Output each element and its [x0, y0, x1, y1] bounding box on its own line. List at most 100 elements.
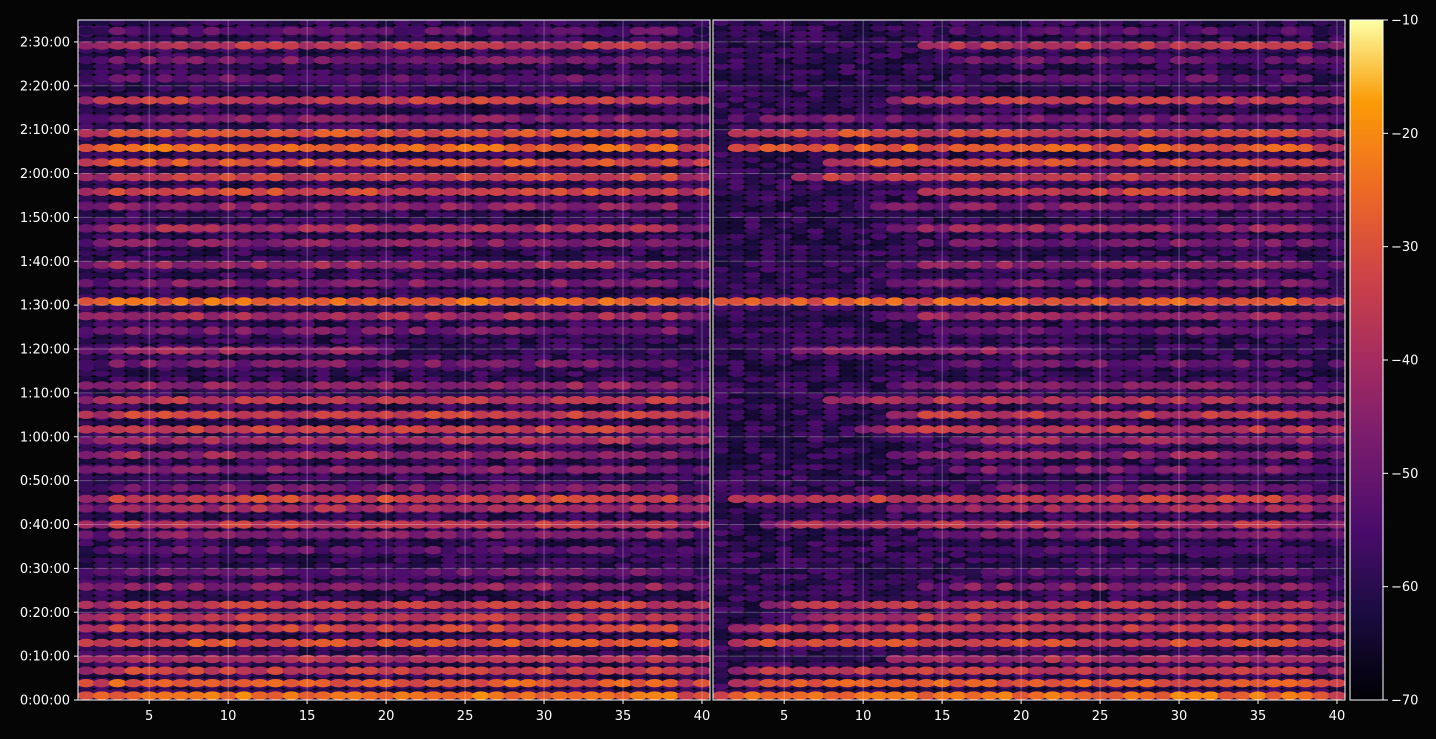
heatmap-cell	[661, 254, 679, 262]
heatmap-cell	[630, 211, 648, 218]
heatmap-cell	[440, 562, 458, 569]
heatmap-cell	[519, 649, 537, 657]
heatmap-cell	[409, 194, 427, 202]
heatmap-cell	[235, 403, 253, 410]
heatmap-cell	[409, 123, 427, 131]
heatmap-cell	[519, 320, 537, 328]
heatmap-cell	[646, 84, 664, 92]
heatmap-cell	[251, 320, 269, 328]
heatmap-cell	[567, 194, 585, 202]
heatmap-cell	[582, 633, 600, 641]
heatmap-cell	[298, 194, 316, 202]
heatmap-cell	[361, 20, 379, 26]
heatmap-cell	[393, 370, 411, 377]
heatmap-cell	[551, 150, 569, 158]
heatmap-cell	[456, 419, 474, 427]
heatmap-cell	[472, 20, 490, 26]
heatmap-cell	[393, 594, 411, 602]
heatmap-cell	[140, 589, 158, 597]
heatmap-cell	[330, 589, 348, 597]
heatmap-cell	[298, 320, 316, 328]
heatmap-cell	[219, 649, 237, 657]
heatmap-cell	[78, 84, 95, 92]
heatmap-cell	[661, 271, 679, 279]
heatmap-cell	[235, 562, 253, 569]
heatmap-cell	[424, 512, 442, 520]
heatmap-cell	[661, 457, 679, 465]
heatmap-cell	[409, 594, 427, 602]
heatmap-cell	[551, 562, 569, 569]
heatmap-cell	[472, 254, 490, 262]
heatmap-cell	[203, 216, 221, 224]
heatmap-cell	[377, 594, 395, 602]
heatmap-cell	[188, 123, 206, 131]
heatmap-cell	[219, 474, 237, 482]
heatmap-cell	[267, 375, 285, 383]
heatmap-cell	[567, 353, 585, 361]
heatmap-cell	[440, 589, 458, 597]
heatmap-cell	[567, 35, 585, 43]
heatmap-cell	[140, 556, 158, 564]
heatmap-cell	[124, 337, 142, 345]
heatmap-cell	[614, 594, 632, 602]
heatmap-cell	[235, 271, 253, 279]
heatmap-cell	[598, 342, 616, 350]
heatmap-cell	[535, 320, 553, 328]
heatmap-cell	[424, 63, 442, 70]
heatmap-cell	[203, 304, 221, 312]
heatmap-cell	[472, 474, 490, 482]
heatmap-cell	[661, 68, 679, 76]
heatmap-cell	[124, 211, 142, 218]
heatmap-cell	[203, 375, 221, 383]
heatmap-cell	[472, 348, 490, 355]
heatmap-cell	[440, 512, 458, 520]
heatmap-cell	[203, 20, 221, 26]
heatmap-cell	[535, 589, 553, 597]
heatmap-cell	[109, 211, 127, 218]
heatmap-cell	[598, 304, 616, 312]
heatmap-cell	[582, 556, 600, 564]
heatmap-cell	[314, 216, 332, 224]
heatmap-cell	[78, 106, 95, 114]
heatmap-cell	[535, 691, 554, 700]
heatmap-cell	[203, 254, 221, 262]
heatmap-cell	[156, 68, 174, 76]
heatmap-cell	[472, 633, 490, 641]
heatmap-cell	[298, 90, 316, 98]
heatmap-cell	[330, 594, 348, 602]
heatmap-cell	[78, 35, 95, 43]
heatmap-cell	[488, 123, 506, 131]
heatmap-cell	[519, 233, 537, 240]
heatmap-cell	[488, 353, 506, 361]
heatmap-cell	[503, 474, 521, 482]
heatmap-cell	[503, 194, 521, 202]
heatmap-cell	[298, 123, 316, 131]
heatmap-cell	[188, 512, 206, 520]
heatmap-cell	[393, 353, 411, 361]
heatmap-cell	[156, 304, 174, 312]
heatmap-cell	[377, 150, 395, 158]
heatmap-cell	[282, 90, 300, 98]
heatmap-cell	[424, 271, 442, 279]
heatmap-cell	[440, 167, 458, 175]
heatmap-cell	[535, 123, 553, 131]
heatmap-cell	[661, 20, 679, 26]
heatmap-cell	[109, 287, 127, 295]
heatmap-cell	[693, 589, 710, 597]
heatmap-cell	[219, 540, 237, 547]
heatmap-cell	[614, 20, 632, 26]
heatmap-cell	[346, 370, 364, 377]
heatmap-cell	[693, 342, 710, 350]
heatmap-cell	[124, 556, 142, 564]
heatmap-cell	[282, 35, 300, 43]
heatmap-cell	[535, 370, 553, 377]
heatmap-cell	[203, 90, 221, 98]
heatmap-cell	[646, 271, 664, 279]
heatmap-cell	[267, 233, 285, 240]
heatmap-cell	[677, 556, 695, 564]
heatmap-cell	[251, 90, 269, 98]
heatmap-cell	[156, 20, 174, 26]
heatmap-cell	[488, 167, 506, 175]
heatmap-cell	[346, 556, 364, 564]
heatmap-cell	[535, 150, 553, 158]
